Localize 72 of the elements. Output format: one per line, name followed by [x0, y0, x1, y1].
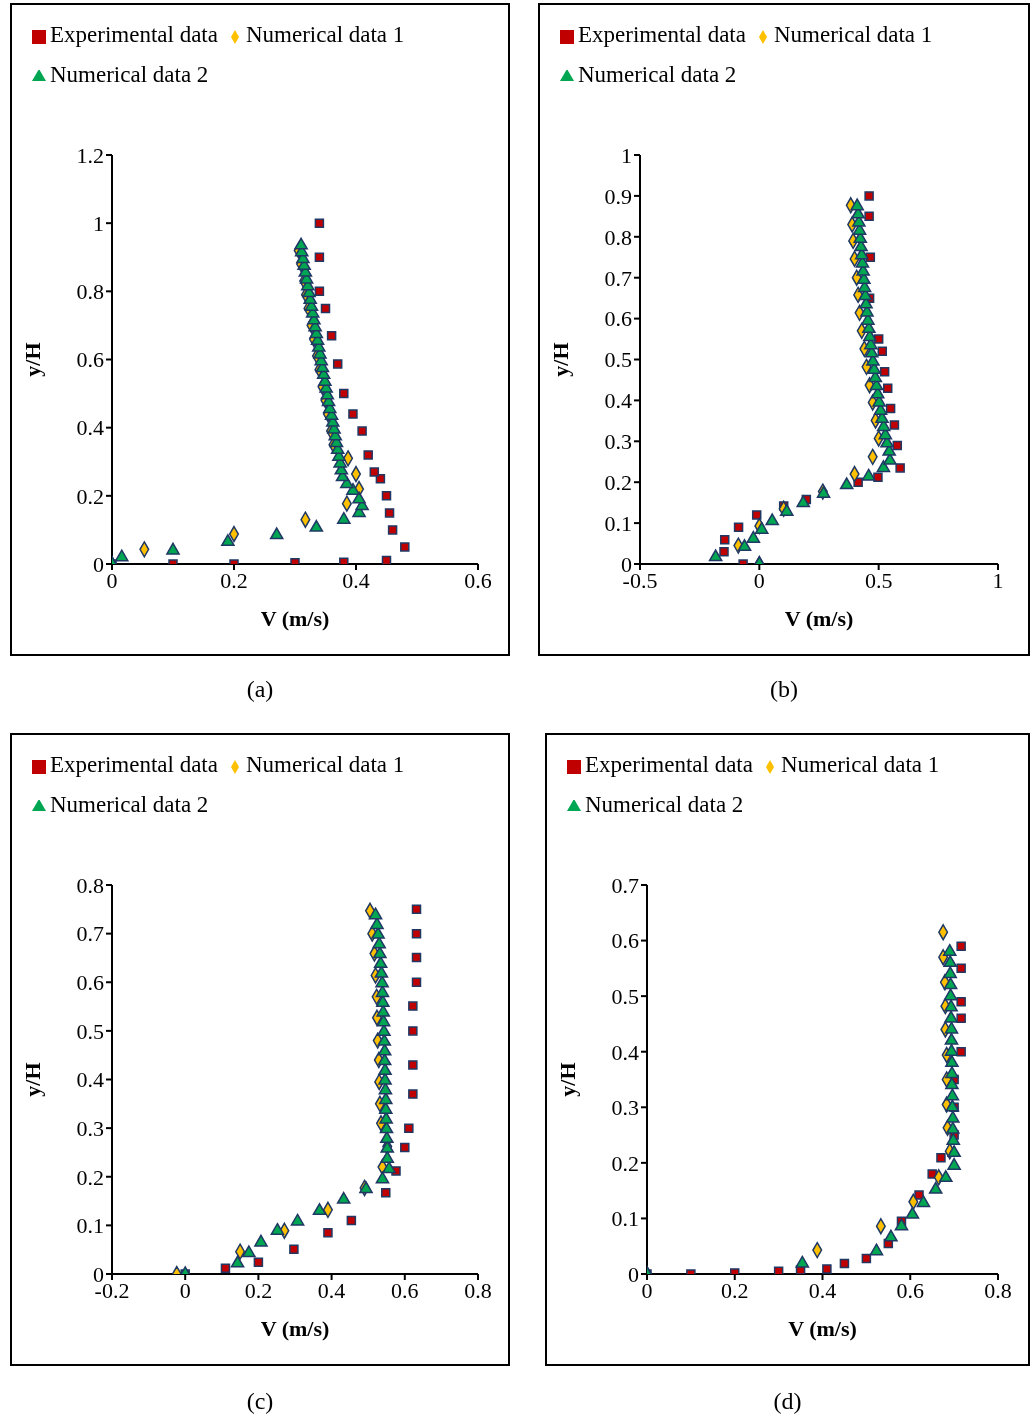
y-axis-title: y/H	[554, 1062, 580, 1097]
y-tick-label: 0.6	[611, 928, 639, 954]
y-tick-label: 0.8	[604, 224, 632, 250]
x-tick-label: 0.2	[244, 1277, 273, 1303]
y-tick-label: 0.5	[76, 1018, 104, 1044]
y-tick-label: 0	[628, 1261, 639, 1287]
legend-label: Numerical data 2	[50, 792, 209, 817]
y-tick-label: 0.4	[604, 388, 632, 414]
x-tick-label: 0.6	[896, 1277, 924, 1303]
y-tick-label: 0.2	[604, 470, 632, 496]
x-tick-label: 1	[992, 567, 1004, 593]
y-tick-label: 1	[621, 142, 632, 168]
legend-label: Numerical data 1	[773, 22, 933, 47]
y-tick-label: 0.5	[604, 347, 632, 373]
legend-label: Numerical data 1	[780, 752, 940, 777]
y-tick-label: 0.8	[76, 872, 104, 898]
legend-label: Numerical data 1	[245, 22, 405, 47]
text: (b)	[769, 676, 799, 703]
y-tick-label: 0.3	[76, 1115, 104, 1141]
y-tick-label: 0.2	[76, 483, 104, 509]
y-tick-label: 0.7	[611, 872, 639, 898]
y-axis-title: y/H	[19, 1062, 45, 1097]
x-axis-title: V (m/s)	[260, 606, 330, 631]
x-tick-label: 0.6	[464, 567, 492, 593]
y-tick-label: 0.7	[604, 265, 632, 291]
text: (d)	[772, 1388, 803, 1415]
y-tick-label: 0.6	[76, 347, 104, 373]
y-tick-label: 0.8	[76, 279, 104, 305]
y-tick-label: 0.4	[76, 415, 104, 441]
y-tick-label: 0.7	[76, 921, 104, 947]
y-tick-label: 0.5	[611, 983, 639, 1009]
y-axis-title: y/H	[547, 342, 573, 377]
y-tick-label: 0.6	[76, 970, 104, 996]
text: (c)	[245, 1388, 275, 1415]
x-tick-label: 0.4	[808, 1277, 837, 1303]
x-tick-label: 0.4	[317, 1277, 346, 1303]
legend-label: Numerical data 2	[585, 792, 744, 817]
x-tick-label: 0.4	[342, 567, 370, 593]
legend-label: Experimental data	[578, 22, 746, 47]
x-tick-label: 0.2	[721, 1277, 749, 1303]
x-tick-label: 0.2	[220, 567, 248, 593]
x-tick-label: 0	[179, 1277, 191, 1303]
y-tick-label: 1	[93, 210, 104, 236]
x-tick-label: 0.5	[864, 567, 893, 593]
y-tick-label: 0.2	[76, 1164, 104, 1190]
y-tick-label: 0.2	[611, 1150, 639, 1176]
y-tick-label: 0.4	[611, 1039, 639, 1065]
y-tick-label: 0.9	[604, 183, 632, 209]
legend-label: Numerical data 2	[50, 62, 209, 87]
text: (a)	[245, 676, 275, 703]
y-tick-label: 0.3	[611, 1095, 639, 1121]
legend-label: Numerical data 2	[578, 62, 737, 87]
legend-label: Experimental data	[585, 752, 753, 777]
x-tick-label: 0.8	[464, 1277, 492, 1303]
x-axis-title: V (m/s)	[260, 1316, 330, 1341]
y-tick-label: 0.1	[76, 1213, 104, 1239]
legend-label: Experimental data	[50, 22, 218, 47]
y-tick-label: 0.4	[76, 1067, 104, 1093]
y-tick-label: 0.1	[604, 510, 632, 536]
y-tick-label: 0.1	[611, 1206, 639, 1232]
x-tick-label: 0	[753, 567, 765, 593]
x-tick-label: 0.6	[391, 1277, 419, 1303]
y-tick-label: 1.2	[76, 142, 104, 168]
legend-label: Experimental data	[50, 752, 218, 777]
legend-label: Numerical data 1	[245, 752, 405, 777]
x-axis-title: V (m/s)	[784, 606, 854, 631]
y-axis-title: y/H	[19, 342, 45, 377]
x-axis-title: V (m/s)	[788, 1316, 857, 1341]
x-tick-label: 0.8	[984, 1277, 1012, 1303]
y-tick-label: 0.3	[604, 429, 632, 455]
y-tick-label: 0.6	[604, 306, 632, 332]
y-tick-label: 0	[93, 551, 104, 577]
